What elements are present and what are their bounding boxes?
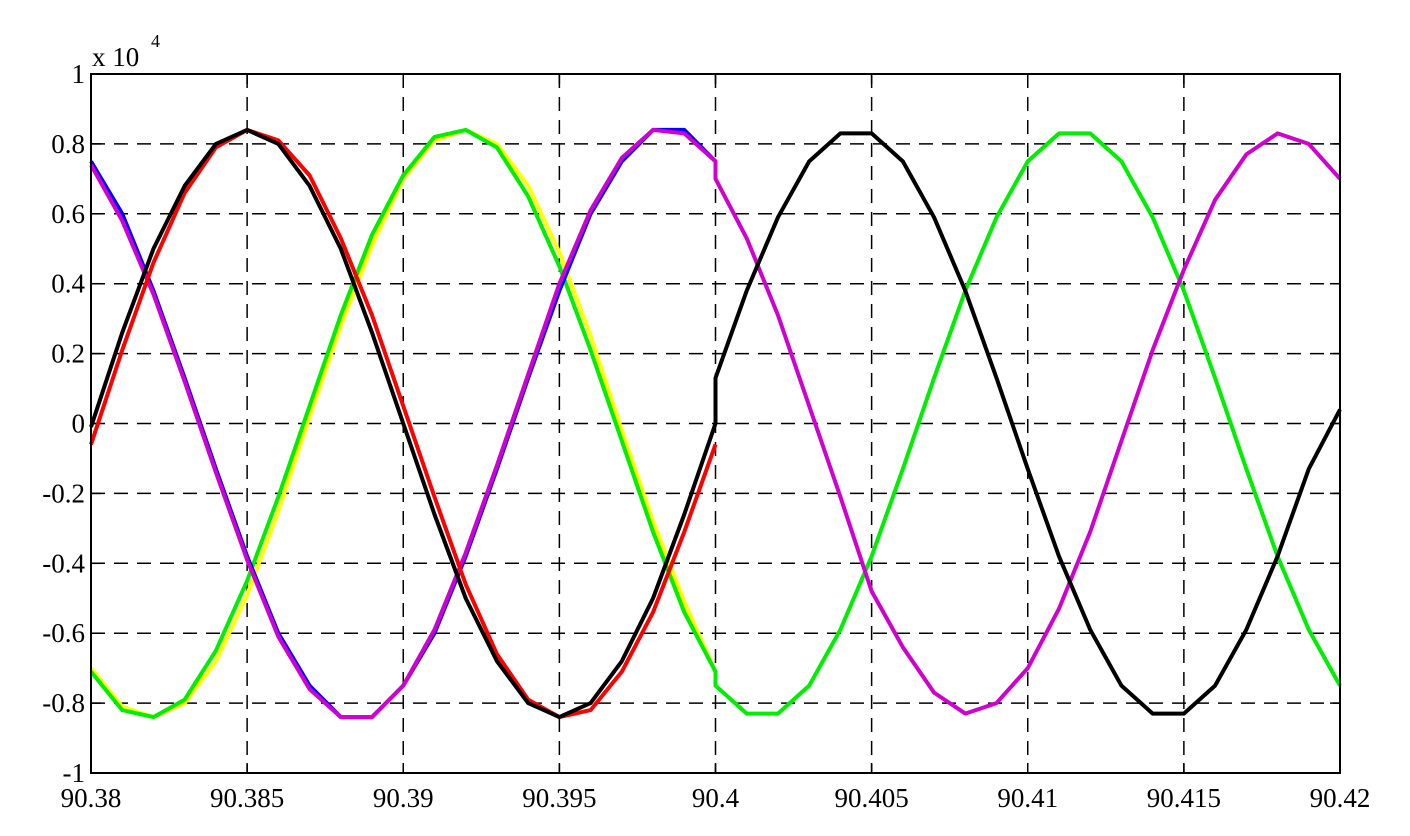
y-tick-label: 0.2 bbox=[51, 339, 85, 369]
y-tick-label: 0.8 bbox=[51, 129, 85, 159]
series-line bbox=[89, 127, 1342, 720]
x-tick-label: 90.38 bbox=[61, 783, 122, 813]
x-tick-label: 90.415 bbox=[1147, 783, 1221, 813]
y-tick-label: 0.4 bbox=[51, 269, 85, 299]
y-tick-label: -0.2 bbox=[42, 478, 85, 508]
x-tick-label: 90.385 bbox=[210, 783, 284, 813]
y-scale-exponent: 4 bbox=[151, 31, 160, 51]
series-line bbox=[89, 127, 718, 720]
x-tick-label: 90.42 bbox=[1310, 783, 1371, 813]
y-scale-label: x 10 bbox=[92, 42, 139, 72]
y-tick-label: -0.4 bbox=[42, 548, 85, 578]
y-tick-label: -0.6 bbox=[42, 618, 85, 648]
x-tick-label: 90.405 bbox=[835, 783, 909, 813]
y-tick-label: 0.6 bbox=[51, 199, 85, 229]
y-tick-label: 0 bbox=[72, 409, 86, 439]
x-tick-label: 90.395 bbox=[522, 783, 596, 813]
x-tick-label: 90.4 bbox=[692, 783, 740, 813]
x-tick-label: 90.41 bbox=[997, 783, 1058, 813]
series-line bbox=[89, 127, 1342, 720]
y-tick-label: -0.8 bbox=[42, 688, 85, 718]
plot-frame bbox=[90, 73, 1341, 774]
y-tick-label: 1 bbox=[72, 59, 86, 89]
x-tick-label: 90.39 bbox=[373, 783, 434, 813]
series-line bbox=[89, 127, 1342, 720]
y-tick-label: -1 bbox=[63, 758, 86, 788]
